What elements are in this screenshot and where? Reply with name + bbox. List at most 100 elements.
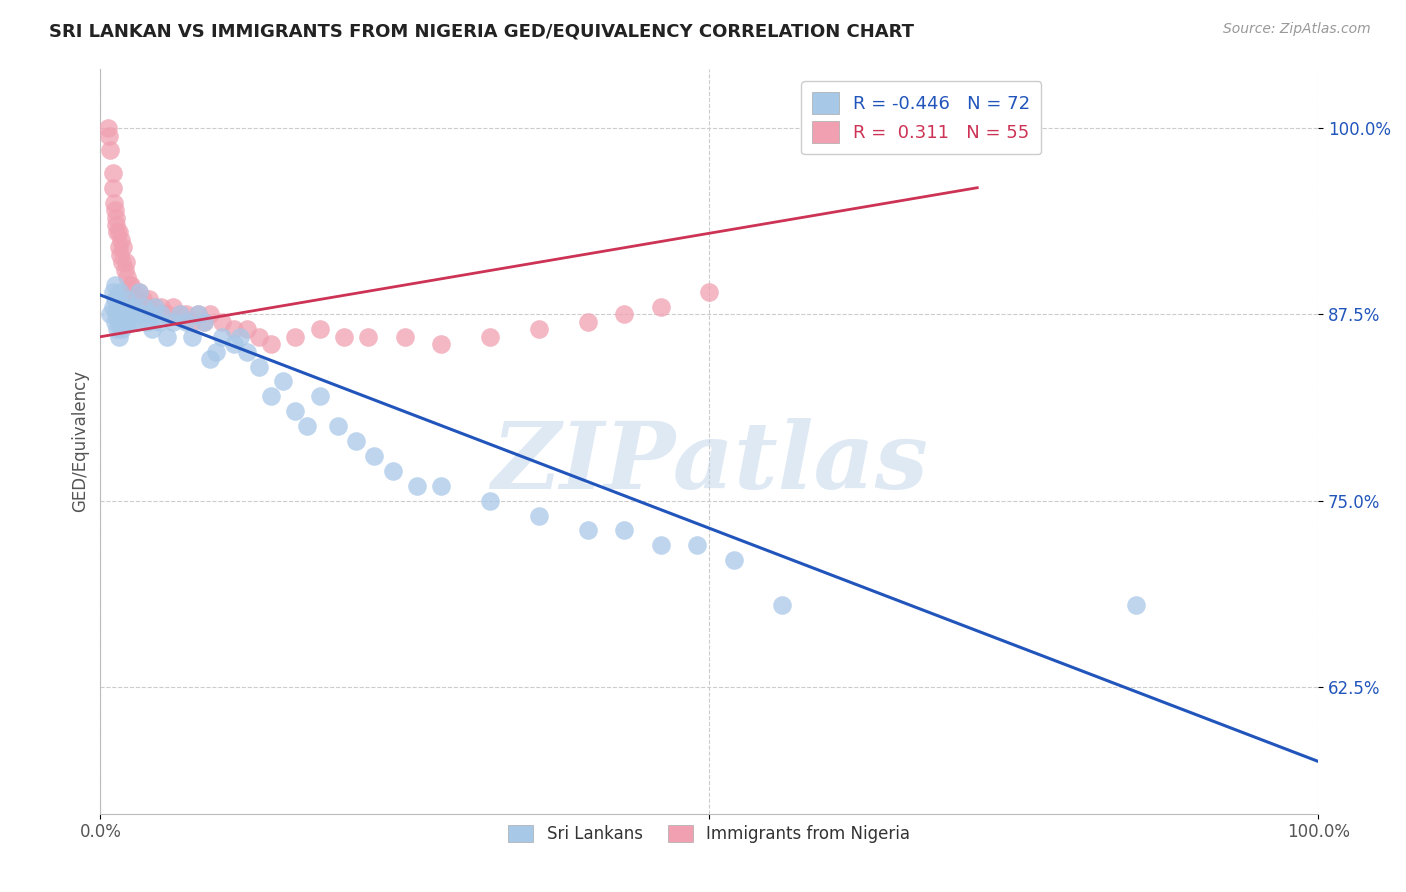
Point <box>357 330 380 344</box>
Point <box>128 285 150 299</box>
Point <box>105 211 128 225</box>
Point <box>723 553 745 567</box>
Point <box>260 389 283 403</box>
Point <box>104 315 127 329</box>
Point <box>430 337 453 351</box>
Point <box>143 300 166 314</box>
Point <box>406 479 429 493</box>
Point <box>224 322 246 336</box>
Point <box>115 315 138 329</box>
Point <box>125 293 148 307</box>
Point <box>169 307 191 321</box>
Point <box>770 598 793 612</box>
Point <box>111 322 134 336</box>
Text: ZIPatlas: ZIPatlas <box>491 418 928 508</box>
Point <box>150 307 173 321</box>
Point <box>308 322 330 336</box>
Point <box>162 315 184 329</box>
Point <box>308 389 330 403</box>
Point <box>527 322 550 336</box>
Point <box>105 218 128 232</box>
Point <box>110 300 132 314</box>
Point <box>187 307 209 321</box>
Point <box>174 307 197 321</box>
Y-axis label: GED/Equivalency: GED/Equivalency <box>72 370 89 512</box>
Point <box>110 315 132 329</box>
Point <box>107 315 129 329</box>
Point <box>198 352 221 367</box>
Point <box>229 330 252 344</box>
Point <box>180 315 202 329</box>
Point <box>430 479 453 493</box>
Point <box>132 293 155 307</box>
Point <box>135 315 157 329</box>
Point <box>613 524 636 538</box>
Point <box>121 285 143 299</box>
Point <box>205 344 228 359</box>
Point <box>138 307 160 321</box>
Point <box>112 315 135 329</box>
Point <box>650 538 672 552</box>
Point <box>112 240 135 254</box>
Point <box>124 285 146 299</box>
Point <box>110 233 132 247</box>
Point <box>104 203 127 218</box>
Point <box>107 330 129 344</box>
Legend: R = -0.446   N = 72, R =  0.311   N = 55: R = -0.446 N = 72, R = 0.311 N = 55 <box>801 81 1042 154</box>
Point <box>108 307 131 321</box>
Point <box>101 166 124 180</box>
Point <box>108 248 131 262</box>
Point <box>187 307 209 321</box>
Point <box>271 375 294 389</box>
Point <box>125 315 148 329</box>
Point <box>193 315 215 329</box>
Point <box>103 195 125 210</box>
Point <box>108 285 131 299</box>
Point <box>114 262 136 277</box>
Point <box>111 255 134 269</box>
Point <box>105 307 128 321</box>
Point <box>148 315 170 329</box>
Point <box>120 315 142 329</box>
Point <box>193 315 215 329</box>
Point <box>363 449 385 463</box>
Point <box>224 337 246 351</box>
Point <box>235 344 257 359</box>
Point <box>174 315 197 329</box>
Point <box>686 538 709 552</box>
Point <box>118 277 141 292</box>
Point <box>284 404 307 418</box>
Point <box>118 300 141 314</box>
Point <box>107 226 129 240</box>
Point <box>326 419 349 434</box>
Point <box>107 226 129 240</box>
Point <box>101 285 124 299</box>
Point <box>117 307 139 321</box>
Point <box>107 240 129 254</box>
Point <box>394 330 416 344</box>
Point <box>576 315 599 329</box>
Point <box>284 330 307 344</box>
Point <box>156 330 179 344</box>
Point <box>260 337 283 351</box>
Point <box>138 293 160 307</box>
Point <box>613 307 636 321</box>
Point <box>697 285 720 299</box>
Point <box>527 508 550 523</box>
Point <box>120 277 142 292</box>
Point <box>107 300 129 314</box>
Point <box>115 270 138 285</box>
Point <box>124 300 146 314</box>
Point <box>98 144 121 158</box>
Point <box>235 322 257 336</box>
Point <box>98 307 121 321</box>
Point <box>143 300 166 314</box>
Point <box>101 180 124 194</box>
Point <box>134 300 156 314</box>
Point <box>479 493 502 508</box>
Point <box>381 464 404 478</box>
Point <box>150 300 173 314</box>
Point <box>115 255 138 269</box>
Point <box>141 322 163 336</box>
Point <box>104 277 127 292</box>
